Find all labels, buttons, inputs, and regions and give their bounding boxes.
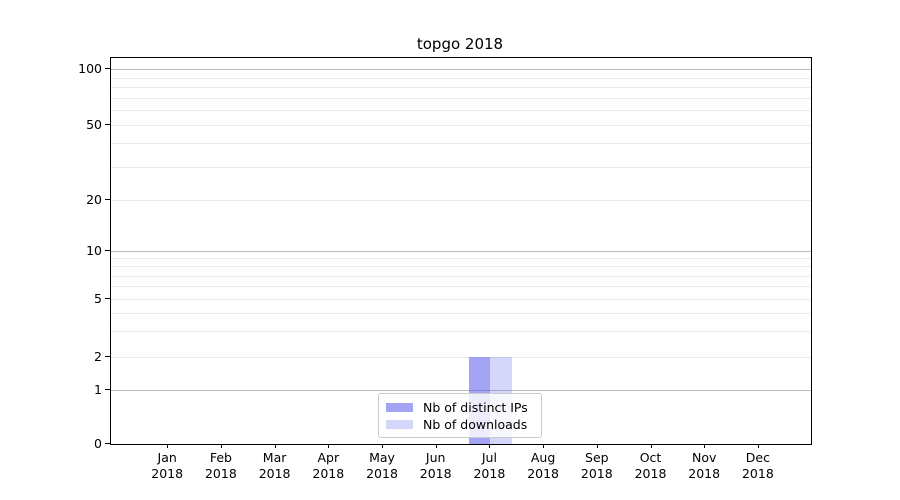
gridline-major (111, 390, 811, 391)
gridline-minor (111, 286, 811, 288)
gridline-minor (111, 87, 811, 89)
x-axis-tick-label: Sep 2018 (580, 450, 613, 481)
legend: Nb of distinct IPs Nb of downloads (378, 393, 542, 438)
x-axis-tick (435, 444, 437, 448)
x-axis-tick (274, 444, 276, 448)
x-axis-tick-label: Apr 2018 (312, 450, 345, 481)
y-axis-tick (105, 250, 110, 251)
x-axis-tick (167, 444, 169, 448)
gridline-minor (111, 275, 811, 277)
y-axis-tick (105, 443, 110, 444)
x-axis-tick-label: Jan 2018 (151, 450, 184, 481)
legend-swatch-downloads (386, 420, 413, 429)
gridline-minor (111, 77, 811, 79)
x-axis-tick-label: Mar 2018 (258, 450, 291, 481)
y-axis-tick (105, 298, 110, 299)
legend-entry-distinct-ips: Nb of distinct IPs (386, 399, 541, 416)
x-axis-tick (543, 444, 545, 448)
x-axis-tick (382, 444, 383, 448)
x-axis-tick-label: May 2018 (366, 450, 398, 481)
chart-title: topgo 2018 (416, 35, 504, 53)
gridline-minor (111, 266, 811, 268)
x-axis-tick (704, 444, 706, 448)
gridline-minor (111, 97, 811, 99)
gridline-minor (111, 143, 811, 145)
plot-area (110, 57, 812, 445)
gridline-minor (111, 313, 811, 315)
gridline-minor (111, 331, 811, 333)
legend-entry-downloads: Nb of downloads (386, 416, 541, 433)
gridline-major (111, 251, 811, 252)
x-axis-tick (596, 444, 598, 448)
legend-label-distinct-ips: Nb of distinct IPs (423, 400, 528, 415)
x-axis-tick (328, 444, 330, 448)
y-axis-tick (105, 124, 110, 125)
x-axis-tick (489, 444, 491, 448)
y-axis-tick (105, 389, 110, 390)
x-axis-tick-label: Dec 2018 (741, 450, 774, 481)
gridline-minor (111, 200, 811, 201)
x-axis-tick-label: Nov 2018 (688, 450, 721, 481)
gridline-minor (111, 299, 811, 300)
gridline-minor (111, 258, 811, 260)
gridline-major (111, 69, 811, 70)
gridline-minor (111, 357, 811, 358)
y-axis-tick (105, 68, 110, 69)
x-axis-tick-label: Feb 2018 (204, 450, 237, 481)
y-axis-tick-label: 1 (94, 382, 102, 397)
x-axis-tick (757, 444, 759, 448)
y-axis-tick-label: 0 (94, 436, 102, 451)
gridline-minor (111, 125, 811, 126)
gridline-minor (111, 166, 811, 168)
y-axis-tick-label: 50 (86, 117, 102, 132)
legend-swatch-distinct-ips (386, 403, 413, 412)
legend-label-downloads: Nb of downloads (423, 417, 528, 432)
y-axis-tick-label: 2 (94, 349, 102, 364)
y-axis-tick (105, 199, 110, 200)
y-axis-tick-label: 100 (78, 61, 102, 76)
y-axis-tick-label: 5 (94, 291, 102, 306)
y-axis-tick (105, 356, 110, 357)
x-axis-tick-label: Aug 2018 (527, 450, 559, 481)
x-axis-tick-label: Jul 2018 (473, 450, 506, 481)
y-axis-tick-label: 20 (86, 192, 102, 207)
y-axis-tick-label: 10 (86, 243, 102, 258)
x-axis-tick (220, 444, 222, 448)
x-axis-tick-label: Oct 2018 (634, 450, 667, 481)
gridline-minor (111, 110, 811, 112)
x-axis-tick-label: Jun 2018 (419, 450, 452, 481)
x-axis-tick (650, 444, 652, 448)
